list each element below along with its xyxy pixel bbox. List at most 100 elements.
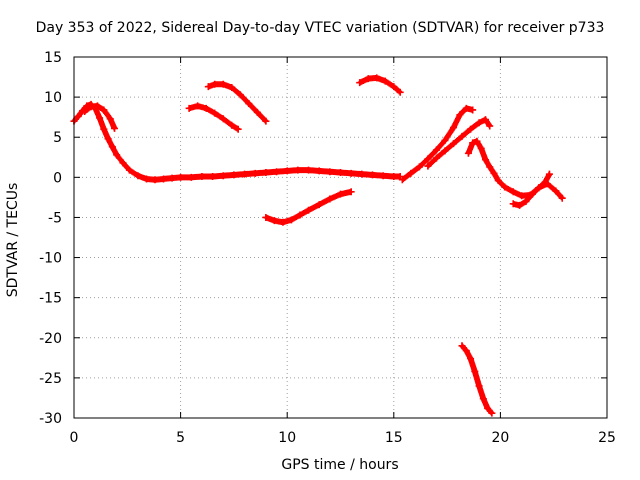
data-point	[481, 116, 489, 124]
data-point	[415, 163, 423, 171]
data-point	[484, 404, 492, 412]
data-point	[407, 169, 415, 177]
data-point	[469, 139, 477, 147]
data-point	[305, 206, 313, 214]
data-point	[315, 201, 323, 209]
y-tick-label: -20	[39, 331, 62, 347]
data-point	[234, 125, 242, 133]
data-point	[262, 213, 270, 221]
y-tick-label: -25	[39, 371, 62, 387]
series-arc-4	[204, 80, 270, 125]
data-point	[204, 83, 212, 91]
data-point	[458, 132, 466, 140]
x-tick-label: 0	[70, 430, 79, 446]
data-point	[251, 169, 259, 177]
data-point	[177, 173, 185, 181]
y-tick-label: 5	[53, 130, 62, 146]
data-point	[160, 175, 168, 183]
plot-frame	[73, 56, 608, 419]
data-point	[211, 109, 219, 117]
data-point	[273, 168, 281, 176]
data-point	[96, 114, 104, 122]
data-point	[469, 106, 477, 114]
data-point	[390, 173, 398, 181]
data-point	[219, 115, 227, 123]
data-point	[467, 355, 475, 363]
data-point	[486, 163, 494, 171]
data-point	[358, 170, 366, 178]
data-point	[528, 190, 536, 198]
data-point	[471, 367, 479, 375]
x-tick-label: 20	[491, 430, 509, 446]
data-point	[253, 108, 261, 116]
axis-ticks: 0 5 10 15 20 25 15 10 5 0 -5 -10 -15 -20 -25 -30	[39, 50, 616, 446]
data-point	[481, 156, 489, 164]
data-point	[462, 347, 470, 355]
data-point	[262, 117, 270, 125]
data-series	[70, 74, 566, 417]
x-axis-label: GPS time / hours	[281, 457, 399, 473]
data-point	[125, 166, 133, 174]
data-point	[364, 75, 372, 83]
data-point	[464, 149, 472, 157]
data-point	[81, 108, 89, 116]
data-point	[168, 174, 176, 182]
data-point	[236, 91, 244, 99]
data-point	[113, 151, 121, 159]
data-point	[326, 168, 334, 176]
data-point	[219, 172, 227, 180]
data-point	[270, 217, 278, 225]
y-tick-label: 0	[53, 170, 62, 186]
y-tick-label: -15	[39, 291, 62, 307]
data-point	[108, 143, 116, 151]
data-point	[432, 146, 440, 154]
data-point	[198, 173, 206, 181]
data-point	[381, 77, 389, 85]
data-point	[477, 144, 485, 152]
data-point	[219, 80, 227, 88]
data-point	[373, 74, 381, 82]
data-point	[379, 172, 387, 180]
data-point	[501, 183, 509, 191]
data-point	[441, 136, 449, 144]
series-arc-11	[458, 342, 496, 417]
data-point	[545, 170, 553, 178]
series-arc-3	[185, 102, 242, 133]
data-point	[185, 104, 193, 112]
data-point	[390, 83, 398, 91]
data-point	[151, 176, 159, 184]
data-point	[449, 124, 457, 132]
data-point	[241, 170, 249, 178]
data-point	[296, 211, 304, 219]
data-point	[111, 124, 119, 132]
data-point	[337, 190, 344, 198]
data-point	[262, 169, 270, 177]
data-point	[490, 169, 498, 177]
data-point	[279, 218, 287, 226]
data-point	[522, 197, 530, 205]
data-point	[106, 115, 114, 123]
data-point	[486, 122, 494, 130]
data-point	[509, 188, 517, 196]
y-tick-label: -30	[39, 411, 62, 427]
data-point	[337, 169, 344, 177]
data-point	[347, 188, 355, 196]
data-point	[509, 200, 517, 208]
data-point	[494, 177, 502, 185]
series-arc-9	[464, 137, 566, 202]
data-point	[305, 166, 313, 174]
series-trace	[71, 101, 404, 183]
data-point	[475, 119, 483, 127]
data-point	[100, 106, 108, 114]
data-point	[228, 121, 236, 129]
series-arc-1	[70, 100, 404, 184]
data-point	[535, 184, 543, 192]
data-point	[467, 125, 475, 133]
data-point	[245, 100, 253, 108]
x-tick-label: 15	[385, 430, 403, 446]
data-point	[228, 83, 236, 91]
data-point	[368, 171, 376, 179]
data-point	[518, 192, 526, 200]
data-point	[441, 147, 449, 155]
data-point	[356, 79, 364, 87]
